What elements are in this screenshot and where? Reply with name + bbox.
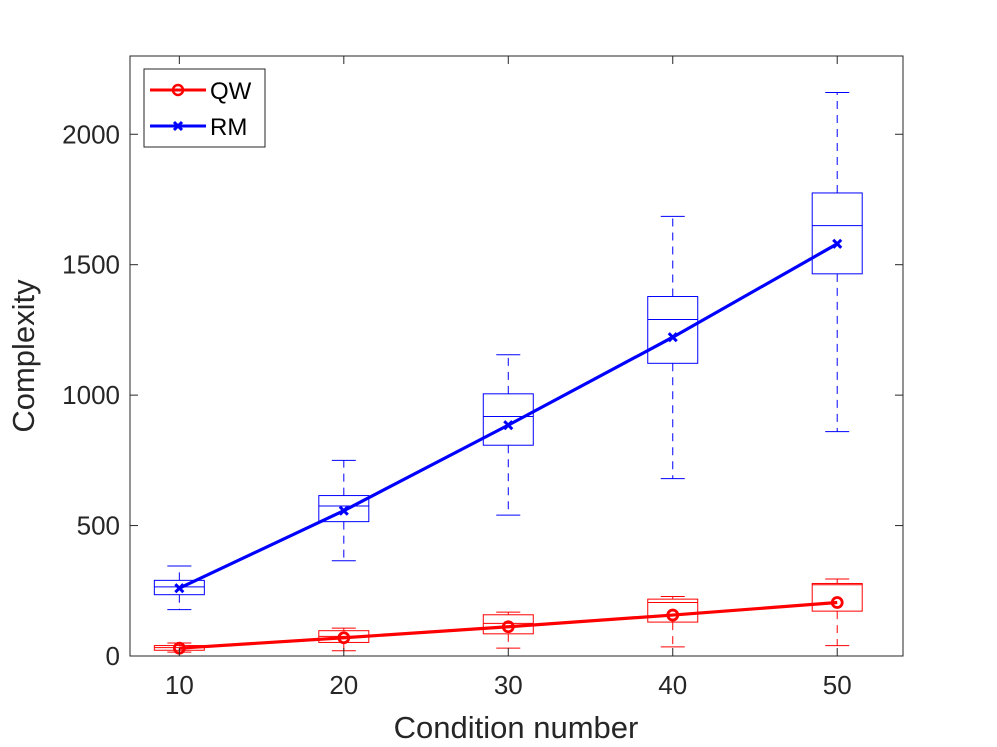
boxplot-rm-30 bbox=[482, 354, 534, 516]
x-tick-label: 30 bbox=[494, 670, 523, 700]
legend-label-rm: RM bbox=[210, 114, 247, 141]
box-iqr bbox=[482, 393, 534, 446]
point-rm-50 bbox=[832, 238, 843, 249]
box-iqr bbox=[318, 495, 370, 523]
y-tick-label: 0 bbox=[106, 641, 120, 671]
box-iqr bbox=[647, 296, 699, 364]
x-tick-label: 20 bbox=[329, 670, 358, 700]
y-tick-label: 1500 bbox=[62, 250, 120, 280]
point-rm-20 bbox=[338, 505, 349, 516]
boxplot-qw-40 bbox=[647, 596, 699, 648]
point-qw-50 bbox=[830, 596, 844, 609]
point-rm-30 bbox=[503, 420, 514, 431]
plot-frame bbox=[129, 55, 904, 657]
x-tick-label: 50 bbox=[823, 670, 852, 700]
box-iqr bbox=[153, 579, 205, 596]
legend-label-qw: QW bbox=[210, 78, 252, 105]
boxplot-rm-50 bbox=[811, 92, 863, 433]
y-axis-label: Complexity bbox=[6, 279, 41, 433]
boxplot-rm-40 bbox=[647, 215, 699, 480]
legend-marker-rm bbox=[172, 120, 184, 132]
box-iqr bbox=[647, 598, 699, 623]
legend-marker-qw bbox=[171, 83, 185, 97]
series-lines bbox=[172, 238, 844, 655]
x-tick-label: 10 bbox=[165, 670, 194, 700]
point-qw-30 bbox=[501, 620, 515, 634]
point-rm-10 bbox=[174, 583, 185, 594]
point-qw-20 bbox=[337, 631, 351, 645]
y-tick-label: 1000 bbox=[62, 380, 120, 410]
series-line-qw bbox=[179, 600, 838, 650]
y-tick-label: 500 bbox=[77, 511, 120, 541]
box-iqr bbox=[811, 192, 863, 275]
legend: QW RM bbox=[143, 68, 266, 148]
y-tick-label: 2000 bbox=[62, 119, 120, 149]
x-tick-label: 40 bbox=[658, 670, 687, 700]
boxplot-rm-20 bbox=[318, 459, 370, 562]
boxplot-qw-50 bbox=[811, 578, 863, 647]
point-qw-40 bbox=[666, 608, 680, 622]
plot-area bbox=[130, 56, 903, 656]
legend-box bbox=[143, 68, 266, 148]
point-rm-40 bbox=[667, 332, 678, 343]
x-axis-label: Condition number bbox=[394, 710, 639, 745]
box-iqr bbox=[811, 582, 863, 612]
